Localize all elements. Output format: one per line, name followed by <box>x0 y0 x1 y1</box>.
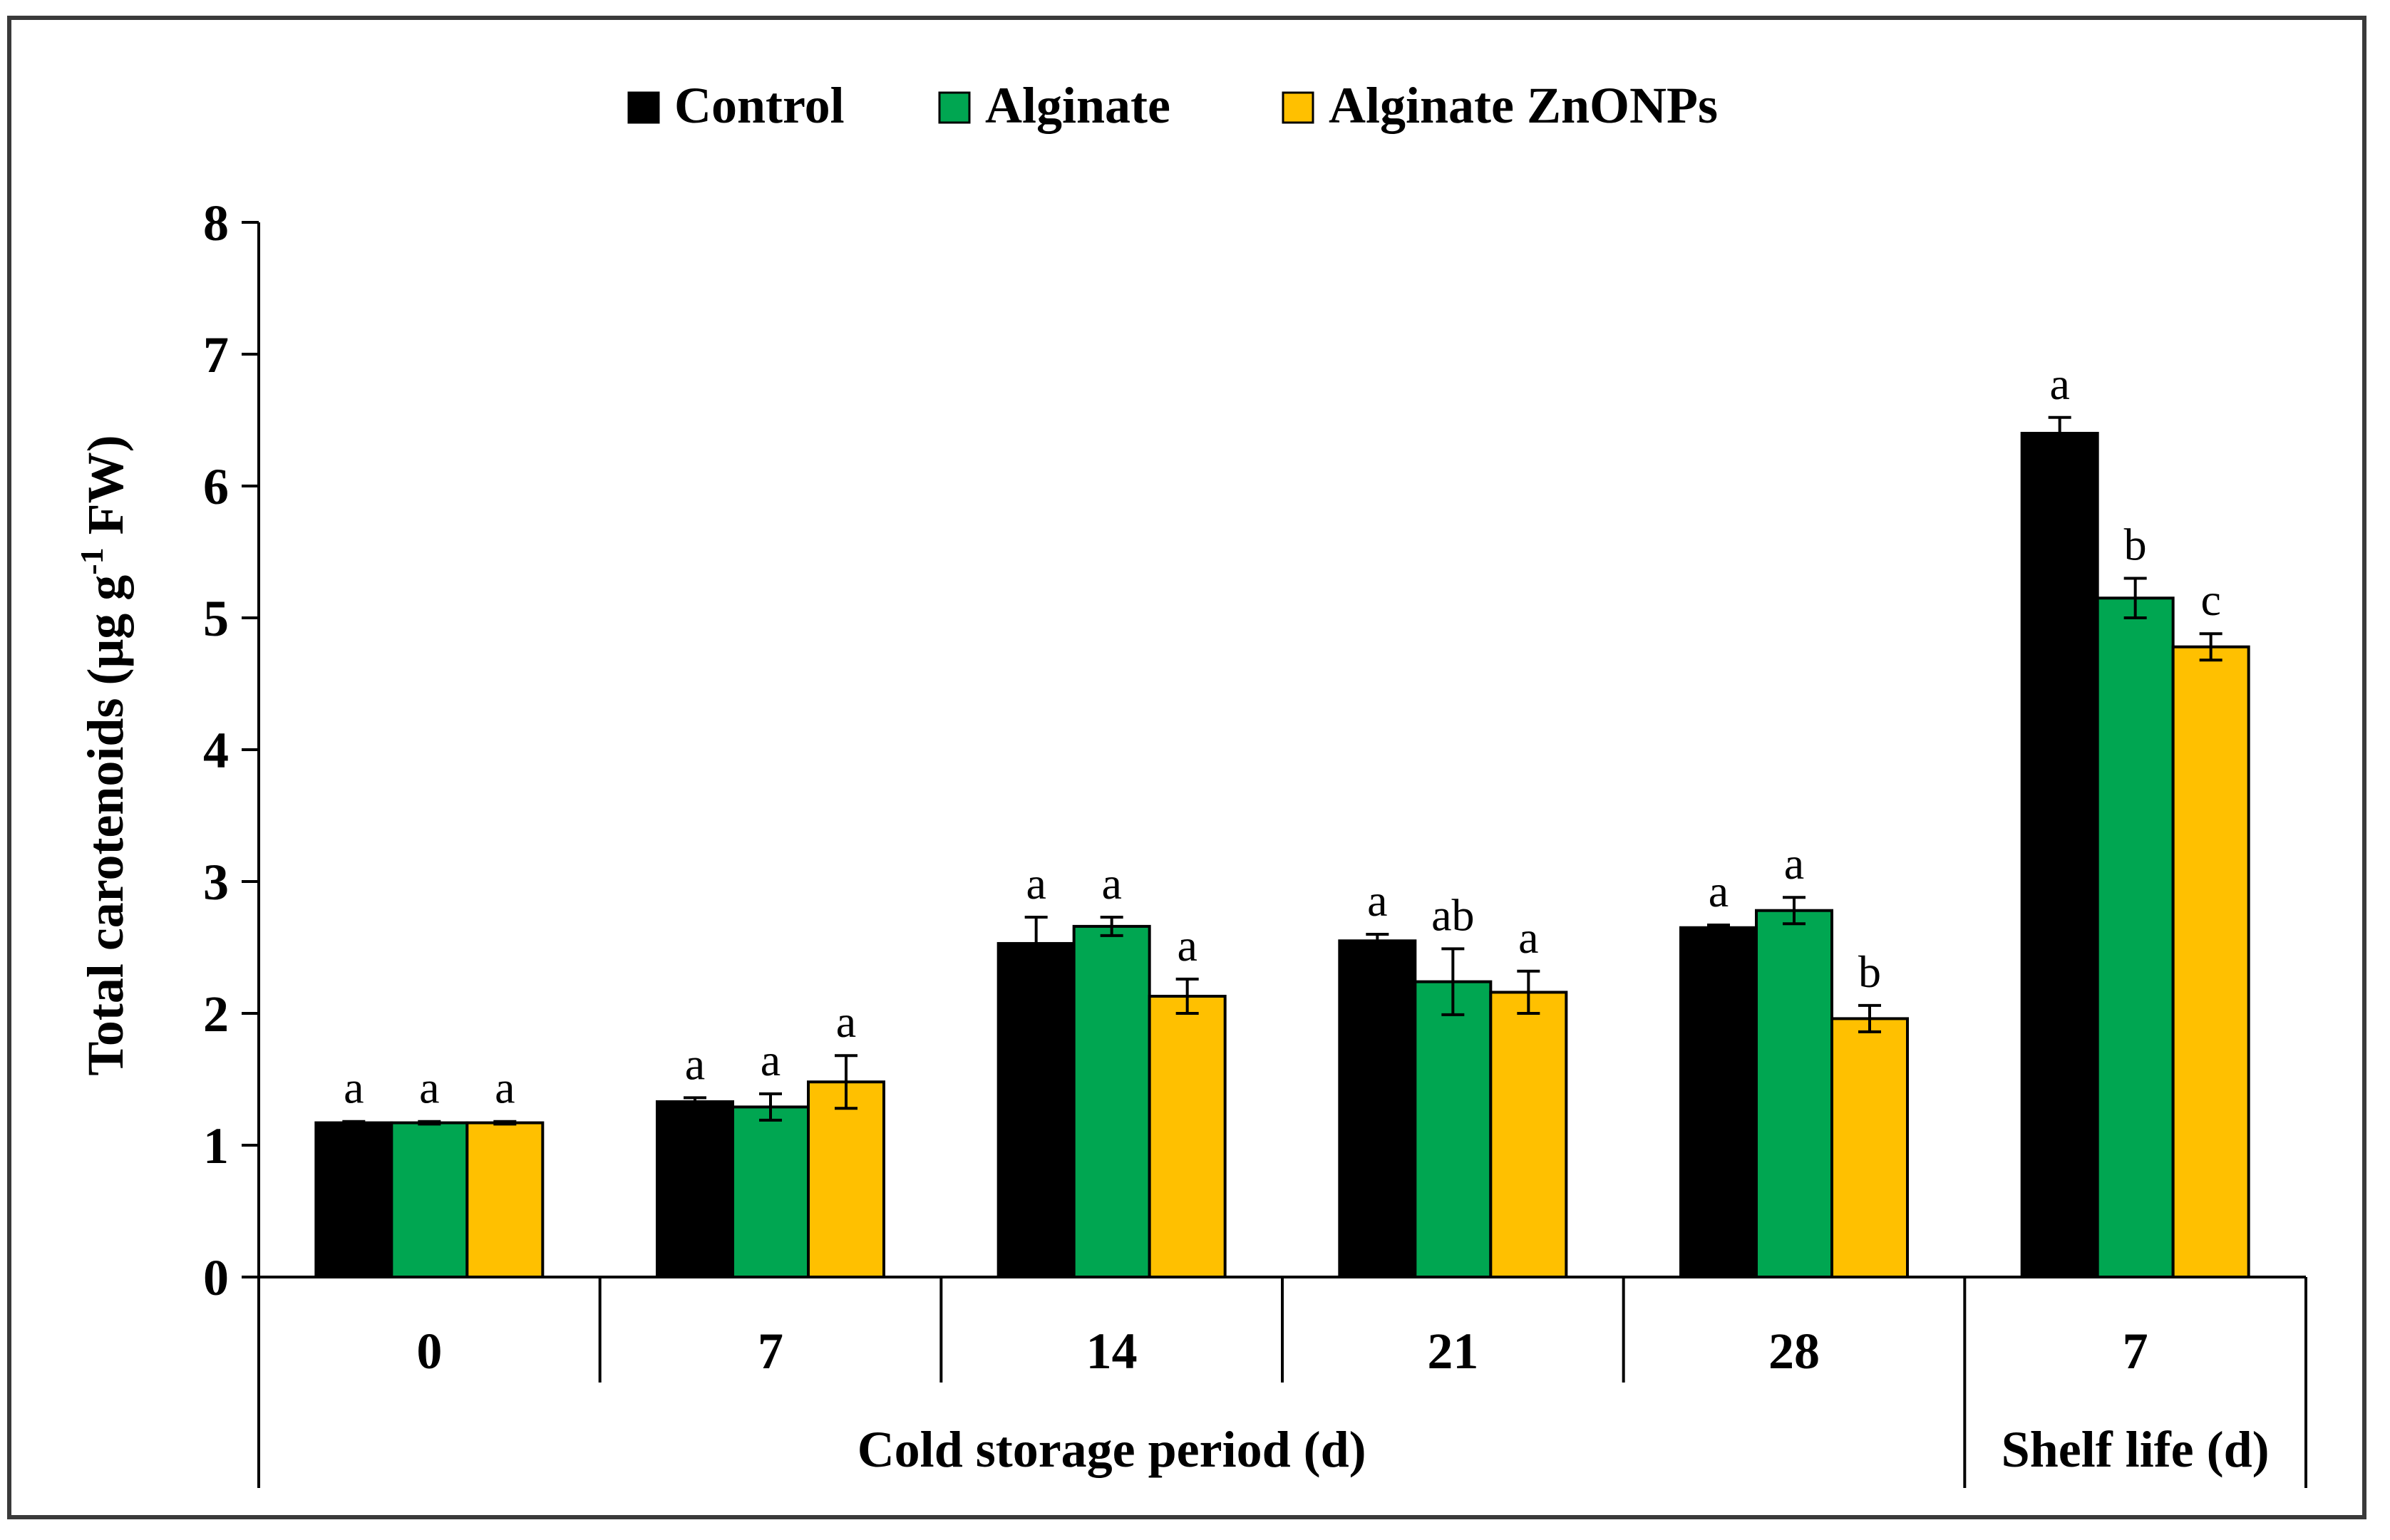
y-tick-label: 6 <box>203 458 229 515</box>
significance-letter: a <box>1784 838 1804 889</box>
x-group-label: Cold storage period (d) <box>857 1421 1366 1478</box>
significance-letter: a <box>344 1063 364 1113</box>
x-tick-label: 7 <box>758 1323 783 1380</box>
bar <box>656 1100 734 1278</box>
significance-letter: a <box>1026 858 1046 909</box>
y-tick-label: 1 <box>203 1117 229 1174</box>
significance-letter: a <box>2049 358 2069 409</box>
significance-letter: b <box>1858 946 1881 997</box>
significance-letter: a <box>1709 866 1729 916</box>
significance-letter: a <box>1101 858 1121 909</box>
bar <box>2020 432 2099 1278</box>
legend-swatch-alginate-znonps <box>1282 91 1314 124</box>
y-tick-label: 2 <box>203 986 229 1043</box>
significance-letter: a <box>419 1063 439 1113</box>
y-tick-label: 3 <box>203 854 229 911</box>
bar <box>2096 596 2175 1278</box>
bar <box>807 1080 885 1278</box>
bar <box>1489 991 1568 1279</box>
bar <box>465 1121 545 1279</box>
x-tick-label: 7 <box>2123 1323 2148 1380</box>
y-axis: 0 1 2 3 4 5 6 7 8 <box>203 195 260 1306</box>
bar <box>1072 924 1151 1279</box>
bar <box>731 1105 810 1278</box>
significance-letter: a <box>836 996 856 1047</box>
significance-letter: c <box>2200 574 2220 625</box>
y-tick-label: 7 <box>203 326 229 383</box>
legend-label-alginate-znonps: Alginate ZnONPs <box>1329 77 1718 134</box>
bar <box>1755 909 1833 1278</box>
y-tick-label: 8 <box>203 195 229 252</box>
legend: Control Alginate Alginate ZnONPs <box>627 77 1718 134</box>
bar <box>390 1121 469 1279</box>
y-tick-label: 4 <box>203 722 229 779</box>
bar <box>314 1121 393 1279</box>
significance-letter: a <box>685 1038 705 1089</box>
x-tick-label: 21 <box>1427 1323 1478 1380</box>
legend-swatch-alginate <box>938 91 971 124</box>
legend-swatch-control <box>627 91 660 124</box>
y-tick-label: 5 <box>203 590 229 647</box>
bar <box>1148 994 1227 1278</box>
x-tick-label: 0 <box>416 1323 442 1380</box>
bar <box>996 941 1076 1278</box>
bar <box>1413 980 1493 1278</box>
significance-letter: a <box>1367 875 1387 926</box>
significance-letter: a <box>761 1035 781 1085</box>
x-group-label: Shelf life (d) <box>2002 1421 2270 1478</box>
legend-label-control: Control <box>674 77 845 134</box>
x-tick-label: 14 <box>1086 1323 1138 1380</box>
significance-letter: a <box>1518 912 1538 963</box>
significance-letter: a <box>495 1063 515 1113</box>
x-axis: 0 7 14 21 28 7 Cold storage period (d) Shelf li… <box>257 1276 2307 1488</box>
bar <box>2171 645 2250 1278</box>
significance-letter: a <box>1177 920 1197 971</box>
significance-letter: b <box>2124 520 2147 570</box>
y-tick-label: 0 <box>203 1249 229 1306</box>
legend-label-alginate: Alginate <box>985 77 1170 134</box>
bar <box>1338 939 1417 1278</box>
bar <box>1830 1017 1909 1279</box>
significance-letter: ab <box>1431 889 1474 940</box>
y-axis-label: Total carotenoids (μg g-1 FW) <box>73 435 134 1075</box>
bar <box>1679 926 1758 1278</box>
x-tick-label: 28 <box>1768 1323 1820 1380</box>
